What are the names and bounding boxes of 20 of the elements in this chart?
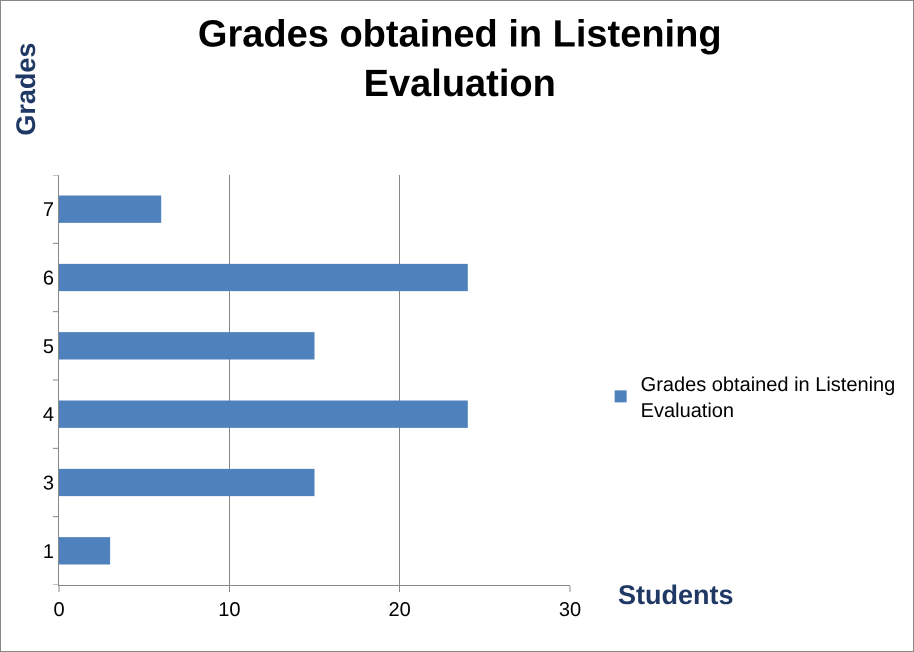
chart-title: Grades obtained in Listening Evaluation <box>198 14 722 105</box>
bar <box>59 332 314 360</box>
y-tick-label: 6 <box>42 268 54 290</box>
bar <box>59 264 468 292</box>
bar <box>59 400 468 428</box>
bar <box>59 468 314 496</box>
x-tick-label: 30 <box>558 599 582 621</box>
x-tick-label: 10 <box>218 599 240 621</box>
x-axis-title: Students <box>618 580 734 610</box>
legend-label: Grades obtained in Listening Evaluation <box>640 374 896 422</box>
y-tick-label: 1 <box>42 540 54 563</box>
y-tick-label: 4 <box>42 404 54 426</box>
y-tick-label: 3 <box>42 472 54 494</box>
x-tick-label: 20 <box>388 599 411 621</box>
y-axis-title: Grades <box>10 42 41 136</box>
bar <box>59 537 110 564</box>
x-tick-label: 0 <box>53 599 65 621</box>
bar <box>59 196 162 223</box>
y-tick-label: 5 <box>42 336 54 358</box>
y-tick-label: 7 <box>42 199 54 222</box>
